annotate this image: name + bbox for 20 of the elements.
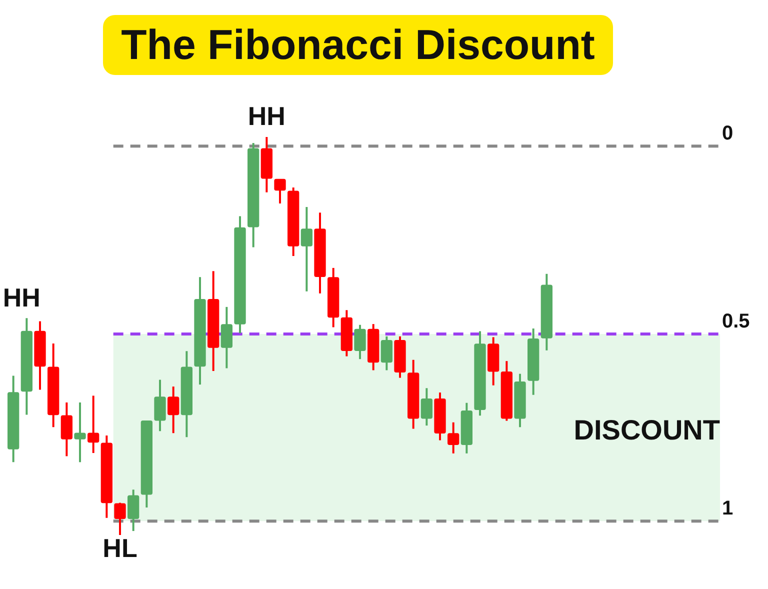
candlestick [300, 206, 312, 292]
annotation: HH [248, 101, 286, 132]
annotation: HL [102, 533, 138, 564]
text: 0.5 [722, 310, 750, 333]
band-label: DISCOUNT [574, 414, 720, 446]
candlestick [74, 401, 86, 464]
candlestick [220, 306, 232, 370]
candlestick [88, 394, 100, 454]
candlestick [128, 488, 140, 532]
text: 0 [722, 122, 734, 145]
candlestick [168, 386, 180, 434]
candlestick [114, 502, 126, 536]
candlestick [448, 421, 460, 454]
candlestick [354, 324, 366, 360]
candlestick [380, 335, 392, 372]
annotation: HH [2, 282, 40, 312]
chart-title: The Fibonacci Discount [103, 15, 613, 75]
candlestick [420, 387, 432, 427]
text: 1 [722, 498, 734, 520]
candlestick [274, 178, 286, 204]
